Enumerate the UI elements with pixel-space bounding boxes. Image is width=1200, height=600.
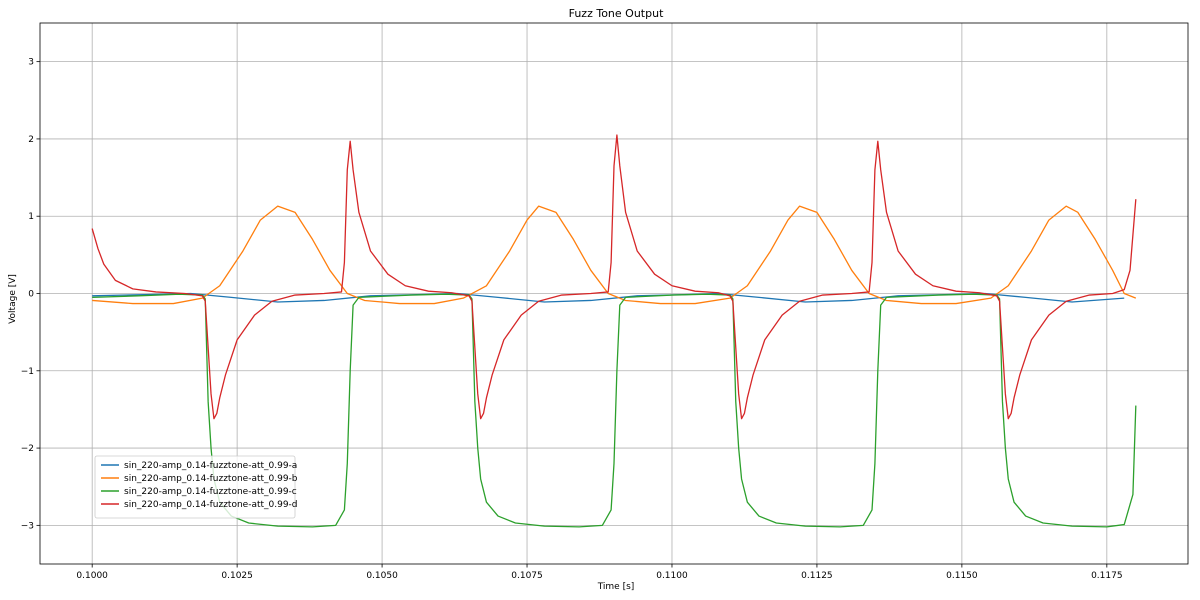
y-tick-label: 1 [28,212,34,222]
y-tick-label: 2 [28,135,34,145]
x-tick-label: 0.1050 [366,571,398,581]
series-layer [91,134,1137,528]
x-tick-label: 0.1125 [801,571,833,581]
x-tick-label: 0.1175 [1091,571,1123,581]
x-tick-label: 0.1025 [221,571,253,581]
series-line-2 [92,205,1137,305]
legend-entry: sin_220-amp_0.14-fuzztone-att_0.99-d [124,500,298,510]
legend-entry: sin_220-amp_0.14-fuzztone-att_0.99-c [124,487,297,497]
chart-title: Fuzz Tone Output [569,7,664,20]
y-tick-label: −1 [21,367,34,377]
x-tick-label: 0.1000 [76,571,108,581]
y-tick-label: 3 [28,58,34,68]
legend: sin_220-amp_0.14-fuzztone-att_0.99-a sin_… [94,455,298,519]
x-tick-label: 0.1150 [946,571,978,581]
y-axis: −3 −2 −1 0 1 2 3 [21,58,40,531]
legend-entry: sin_220-amp_0.14-fuzztone-att_0.99-a [124,461,297,471]
y-tick-label: −3 [21,521,34,531]
legend-entry: sin_220-amp_0.14-fuzztone-att_0.99-b [124,474,298,484]
x-tick-label: 0.1100 [656,571,688,581]
y-tick-label: 0 [28,290,34,300]
x-axis: 0.1000 0.1025 0.1050 0.1075 0.1100 0.1125 0.11… [76,564,1123,581]
x-tick-label: 0.1075 [511,571,543,581]
series-line-4 [91,134,1137,420]
y-axis-label: Voltage [V] [8,274,18,324]
legend-box [94,455,296,519]
x-axis-label: Time [s] [597,582,635,592]
series-line-3 [92,293,1137,528]
y-tick-label: −2 [21,444,34,454]
